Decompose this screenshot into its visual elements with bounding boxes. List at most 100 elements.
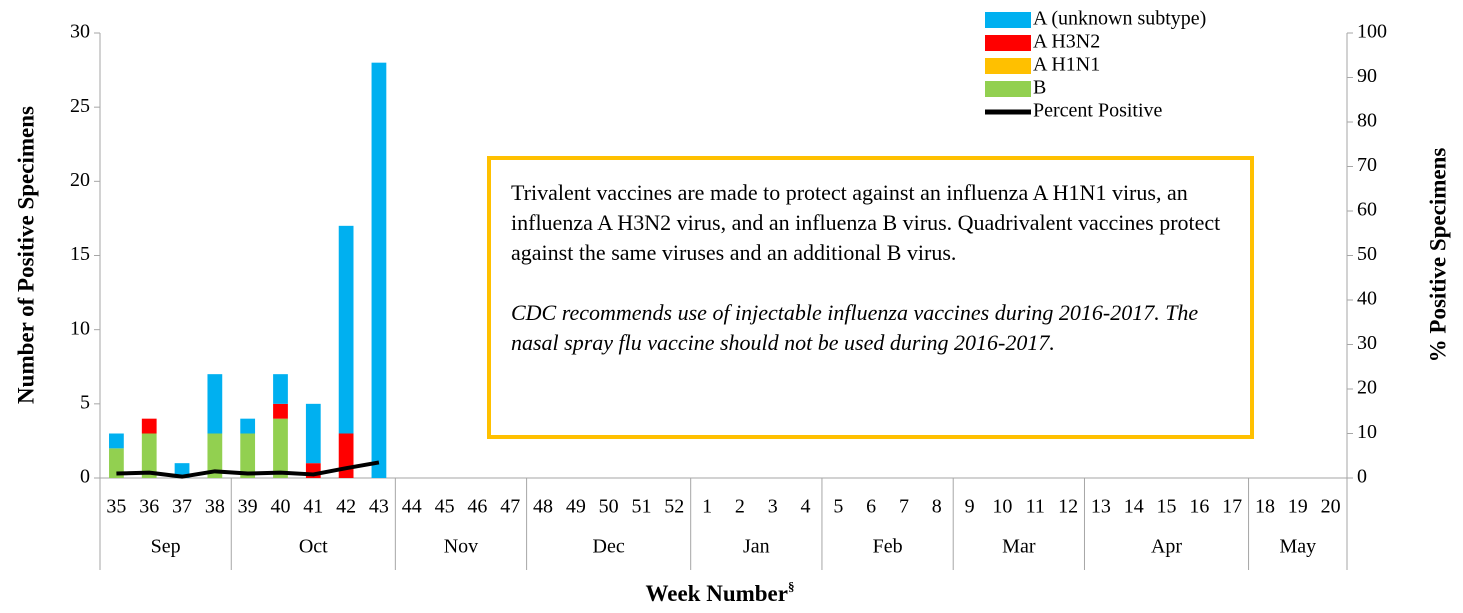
x-tick-label: 40 [270, 496, 290, 518]
annotation: CDC recommends use of injectable influen… [511, 300, 1199, 355]
y2-axis-title: % Positive Specimens [1425, 148, 1450, 363]
x-tick-label: 37 [172, 496, 192, 518]
group-label: Mar [1002, 536, 1036, 558]
annotation-box: Trivalent vaccines are made to protect a… [487, 156, 1254, 439]
bar-segment [141, 418, 157, 434]
x-tick-label: 17 [1222, 496, 1242, 518]
group-label: Jan [743, 536, 770, 558]
bar-segment [273, 374, 288, 404]
bar-segment [338, 433, 354, 478]
x-tick-label: 18 [1255, 496, 1275, 518]
x-tick-label: 6 [866, 496, 876, 518]
x-tick-label: 49 [566, 496, 586, 518]
x-tick-label: 45 [435, 496, 455, 518]
bar-segment [207, 433, 223, 478]
x-tick-label: 16 [1189, 496, 1209, 518]
y-tick-label: 25 [70, 95, 90, 117]
y2-tick-label: 20 [1357, 377, 1377, 399]
group-label: Oct [299, 536, 328, 558]
x-axis-title-text: Week Number [646, 581, 788, 606]
legend-label: Percent Positive [1033, 100, 1163, 122]
bar-segment [273, 403, 288, 419]
y-tick-label: 10 [70, 317, 90, 339]
legend-swatch [985, 35, 1031, 51]
y-tick-label: 20 [70, 169, 90, 191]
x-tick-label: 35 [106, 496, 126, 518]
x-tick-label: 3 [768, 496, 778, 518]
bar-segment [240, 433, 256, 478]
group-label: Nov [444, 536, 478, 558]
x-tick-label: 4 [801, 496, 811, 518]
bar-segment [109, 433, 124, 449]
group-label: Dec [593, 536, 625, 558]
x-tick-label: 43 [369, 496, 389, 518]
y2-tick-label: 40 [1357, 288, 1377, 310]
x-tick-label: 2 [735, 496, 745, 518]
x-tick-label: 44 [402, 496, 422, 518]
x-tick-label: 14 [1124, 496, 1144, 518]
y2-tick-label: 30 [1357, 332, 1377, 354]
x-tick-label: 48 [533, 496, 553, 518]
y2-tick-label: 60 [1357, 199, 1377, 221]
annotation: Trivalent vaccines are made to protect a… [511, 180, 1221, 265]
y2-tick-label: 90 [1357, 65, 1377, 87]
group-label: Feb [873, 536, 903, 558]
legend-label: A H1N1 [1033, 54, 1100, 76]
x-tick-label: 1 [702, 496, 712, 518]
legend-swatch [985, 58, 1031, 74]
x-tick-label: 9 [965, 496, 975, 518]
y-axis-title: Number of Positive Specimens [13, 106, 38, 404]
bar-segment [371, 62, 387, 479]
x-tick-label: 42 [336, 496, 356, 518]
group-label: Sep [151, 536, 181, 558]
y-tick-label: 15 [70, 243, 90, 265]
x-tick-label: 19 [1288, 496, 1308, 518]
group-label: May [1279, 536, 1316, 558]
x-tick-label: 52 [664, 496, 684, 518]
bar-segment [240, 418, 256, 434]
x-axis-title-mark: § [788, 579, 795, 594]
y2-tick-label: 50 [1357, 243, 1377, 265]
x-tick-label: 46 [467, 496, 487, 518]
bar-segment [305, 403, 321, 464]
x-axis-title: Week Number§ [646, 579, 795, 606]
x-tick-label: 38 [205, 496, 225, 518]
x-tick-label: 7 [899, 496, 909, 518]
x-tick-label: 15 [1157, 496, 1177, 518]
x-tick-label: 47 [500, 496, 520, 518]
legend-swatch [985, 81, 1031, 97]
x-tick-label: 36 [139, 496, 159, 518]
y-tick-label: 30 [70, 21, 90, 43]
y2-tick-label: 80 [1357, 110, 1377, 132]
x-tick-label: 11 [1026, 496, 1045, 518]
x-tick-label: 50 [599, 496, 619, 518]
y2-tick-label: 0 [1357, 466, 1367, 488]
bar-segment [141, 433, 157, 478]
bar-segment [207, 374, 223, 434]
x-tick-label: 41 [303, 496, 323, 518]
x-tick-label: 13 [1091, 496, 1111, 518]
x-tick-label: 8 [932, 496, 942, 518]
group-label: Apr [1151, 536, 1182, 558]
bar-segment [338, 225, 354, 434]
legend-label: A (unknown subtype) [1033, 8, 1206, 30]
x-tick-label: 39 [238, 496, 258, 518]
bar-segment [273, 418, 288, 478]
legend-swatch [985, 12, 1031, 28]
x-tick-label: 51 [631, 496, 651, 518]
x-tick-label: 12 [1058, 496, 1078, 518]
y-tick-label: 0 [80, 466, 90, 488]
y-tick-label: 5 [80, 391, 90, 413]
x-tick-label: 10 [992, 496, 1012, 518]
y2-tick-label: 70 [1357, 154, 1377, 176]
x-tick-label: 5 [833, 496, 843, 518]
legend-label: A H3N2 [1033, 31, 1100, 53]
y2-tick-label: 100 [1357, 21, 1387, 43]
y2-tick-label: 10 [1357, 421, 1377, 443]
bar-segment [109, 448, 124, 478]
legend-label: B [1033, 77, 1046, 99]
line-series [116, 460, 380, 479]
x-tick-label: 20 [1321, 496, 1341, 518]
